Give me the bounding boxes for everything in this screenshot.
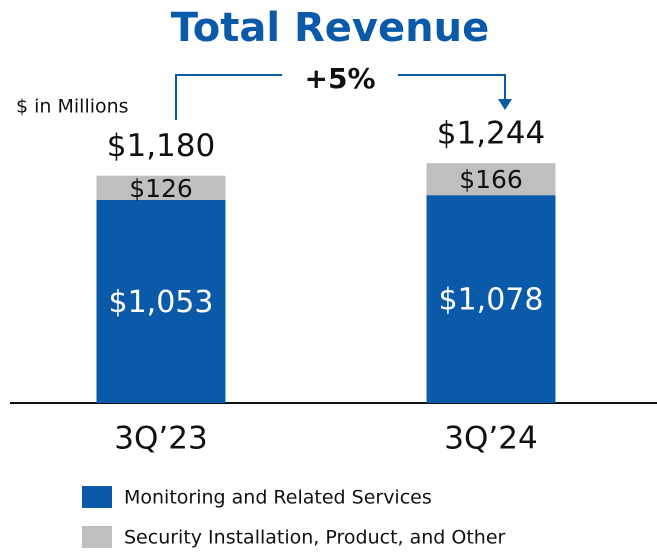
bracket-left xyxy=(175,74,282,120)
value-label: $126 xyxy=(129,174,193,203)
chart-title: Total Revenue xyxy=(171,5,489,51)
legend-label: Monitoring and Related Services xyxy=(124,487,432,509)
legend-swatch xyxy=(82,486,112,508)
bar-segment xyxy=(96,175,226,200)
y-label: $ in Millions xyxy=(16,96,129,118)
growth-annotation: +5% xyxy=(305,62,376,95)
value-label: $1,078 xyxy=(439,283,544,318)
x-tick-label: 3Q’24 xyxy=(444,421,537,457)
bar-segment xyxy=(426,163,556,196)
total-label: $1,180 xyxy=(107,128,215,164)
value-label: $166 xyxy=(459,165,523,194)
bar-segment xyxy=(96,199,226,403)
value-label: $1,053 xyxy=(109,285,214,320)
legend-label: Security Installation, Product, and Othe… xyxy=(124,527,506,549)
x-tick-label: 3Q’23 xyxy=(114,421,207,457)
legend-swatch xyxy=(82,526,112,548)
bar-segment xyxy=(426,195,556,403)
arrow-head xyxy=(498,99,512,110)
total-label: $1,244 xyxy=(437,116,545,152)
bracket-right xyxy=(398,74,506,100)
